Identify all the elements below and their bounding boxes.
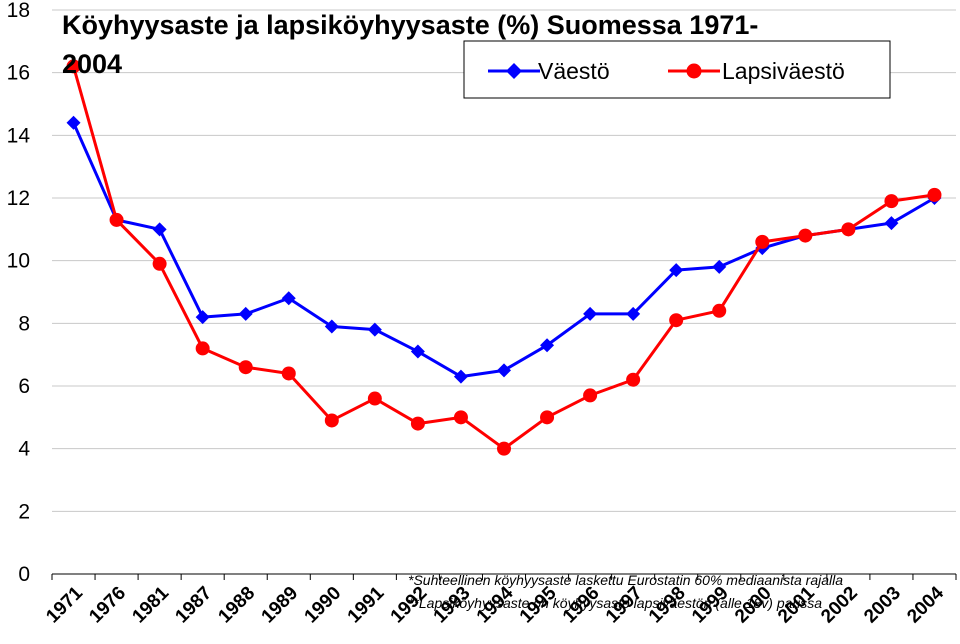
data-point (195, 341, 210, 356)
series-layer (66, 59, 942, 456)
y-tick-label: 16 (7, 62, 30, 85)
axes (51, 573, 957, 580)
data-point (712, 303, 727, 318)
y-tick-label: 10 (7, 250, 30, 273)
data-point (238, 306, 253, 321)
data-point (238, 360, 253, 375)
data-point (281, 366, 296, 381)
data-point (884, 216, 899, 231)
legend-label-lapsivaesto: Lapsiväestö (722, 58, 845, 84)
chart-title-line2: 2004 (62, 49, 122, 79)
data-point (669, 313, 684, 328)
footnote-2: **Lapsiköyhyysaste on köyhyysaste lapsiv… (408, 595, 822, 611)
data-point (712, 259, 727, 274)
y-tick-label: 0 (18, 563, 30, 586)
legend-marker-vaesto (506, 63, 522, 79)
legend-marker-lapsivaesto (686, 63, 702, 79)
data-point (66, 59, 81, 74)
data-point (540, 338, 555, 353)
data-point (583, 306, 598, 321)
y-tick-label: 4 (18, 438, 30, 461)
data-point (626, 372, 641, 387)
y-tick-label: 8 (18, 312, 30, 335)
data-point (152, 256, 167, 271)
data-point (410, 344, 425, 359)
data-point (497, 363, 511, 378)
data-point (755, 234, 770, 249)
data-point (583, 388, 598, 403)
data-point (195, 310, 210, 325)
data-point (152, 222, 167, 237)
data-point (841, 222, 856, 237)
data-point (66, 115, 81, 130)
y-tick-label: 2 (18, 500, 30, 523)
data-point (798, 228, 813, 243)
data-point (453, 369, 468, 384)
series-lapsivaesto (66, 59, 942, 456)
data-point (324, 413, 339, 428)
y-tick-label: 6 (18, 375, 30, 398)
data-point (497, 441, 511, 456)
data-point (626, 306, 641, 321)
legend: Väestö Lapsiväestö (463, 40, 891, 99)
data-point (669, 263, 684, 278)
data-point (281, 291, 296, 306)
y-tick-labels: 0 2 4 6 8 10 12 14 16 18 (7, 0, 31, 586)
chart-title-line1: Köyhyysaste ja lapsiköyhyysaste (%) Suom… (62, 10, 758, 40)
y-tick-label: 18 (7, 0, 30, 22)
data-point (367, 322, 382, 337)
legend-label-vaesto: Väestö (538, 58, 610, 84)
data-point (540, 410, 555, 425)
data-point (927, 187, 942, 202)
y-tick-label: 14 (7, 124, 31, 147)
data-point (410, 416, 425, 431)
data-point (884, 194, 899, 209)
footnote-1: *Suhteellinen köyhyysaste laskettu Euros… (408, 572, 843, 588)
data-point (453, 410, 468, 425)
data-point (109, 212, 124, 227)
y-tick-label: 12 (7, 187, 30, 210)
data-point (324, 319, 339, 334)
data-point (367, 391, 382, 406)
